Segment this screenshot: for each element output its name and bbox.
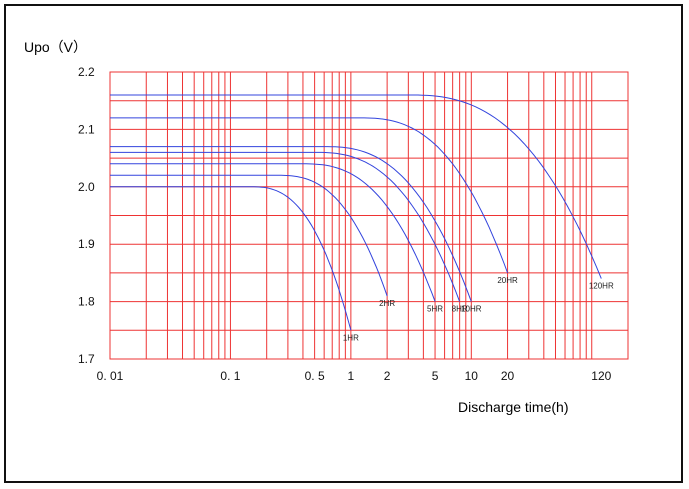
y-tick-label: 2.2 <box>78 65 95 79</box>
series-end-label: 5HR <box>427 305 443 314</box>
series-end-label: 2HR <box>379 299 395 308</box>
x-tick-label: 20 <box>501 369 515 383</box>
x-tick-label: 120 <box>591 369 611 383</box>
y-tick-label: 1.7 <box>78 352 95 366</box>
series-end-label: 1HR <box>343 333 359 342</box>
series-line <box>110 94 602 279</box>
x-tick-label: 5 <box>432 369 439 383</box>
y-tick-label: 2.1 <box>78 122 95 136</box>
series-line <box>110 186 352 331</box>
y-tick-label: 2.0 <box>78 180 95 194</box>
x-tick-label: 1 <box>348 369 355 383</box>
y-tick-label: 1.8 <box>78 295 95 309</box>
series-end-label: 8HR <box>452 305 468 314</box>
series-line <box>110 163 436 302</box>
series-end-label: 20HR <box>497 276 518 285</box>
plot-border <box>109 71 629 360</box>
series-line <box>110 117 509 274</box>
curves <box>110 94 602 331</box>
series-line <box>110 174 388 297</box>
x-tick-label: 0. 01 <box>97 369 124 383</box>
x-axis-label: Discharge time(h) <box>458 399 568 415</box>
series-line <box>110 146 472 302</box>
y-tick-label: 1.9 <box>78 237 95 251</box>
series-end-label: 120HR <box>589 282 614 291</box>
series-line <box>110 151 461 302</box>
y-axis-label: Upo（V） <box>24 39 87 55</box>
grid <box>109 71 629 360</box>
x-tick-label: 2 <box>384 369 391 383</box>
x-tick-label: 0. 5 <box>305 369 325 383</box>
x-tick-label: 0. 1 <box>220 369 240 383</box>
x-tick-label: 10 <box>465 369 479 383</box>
chart-frame <box>4 4 683 483</box>
labels: 2.2 2.1 2.0 1.9 1.8 1.70. 01 0. 1 0. 5 1 2 5 10 20 12… <box>78 65 614 383</box>
series-end-label: 10HR <box>461 305 482 314</box>
